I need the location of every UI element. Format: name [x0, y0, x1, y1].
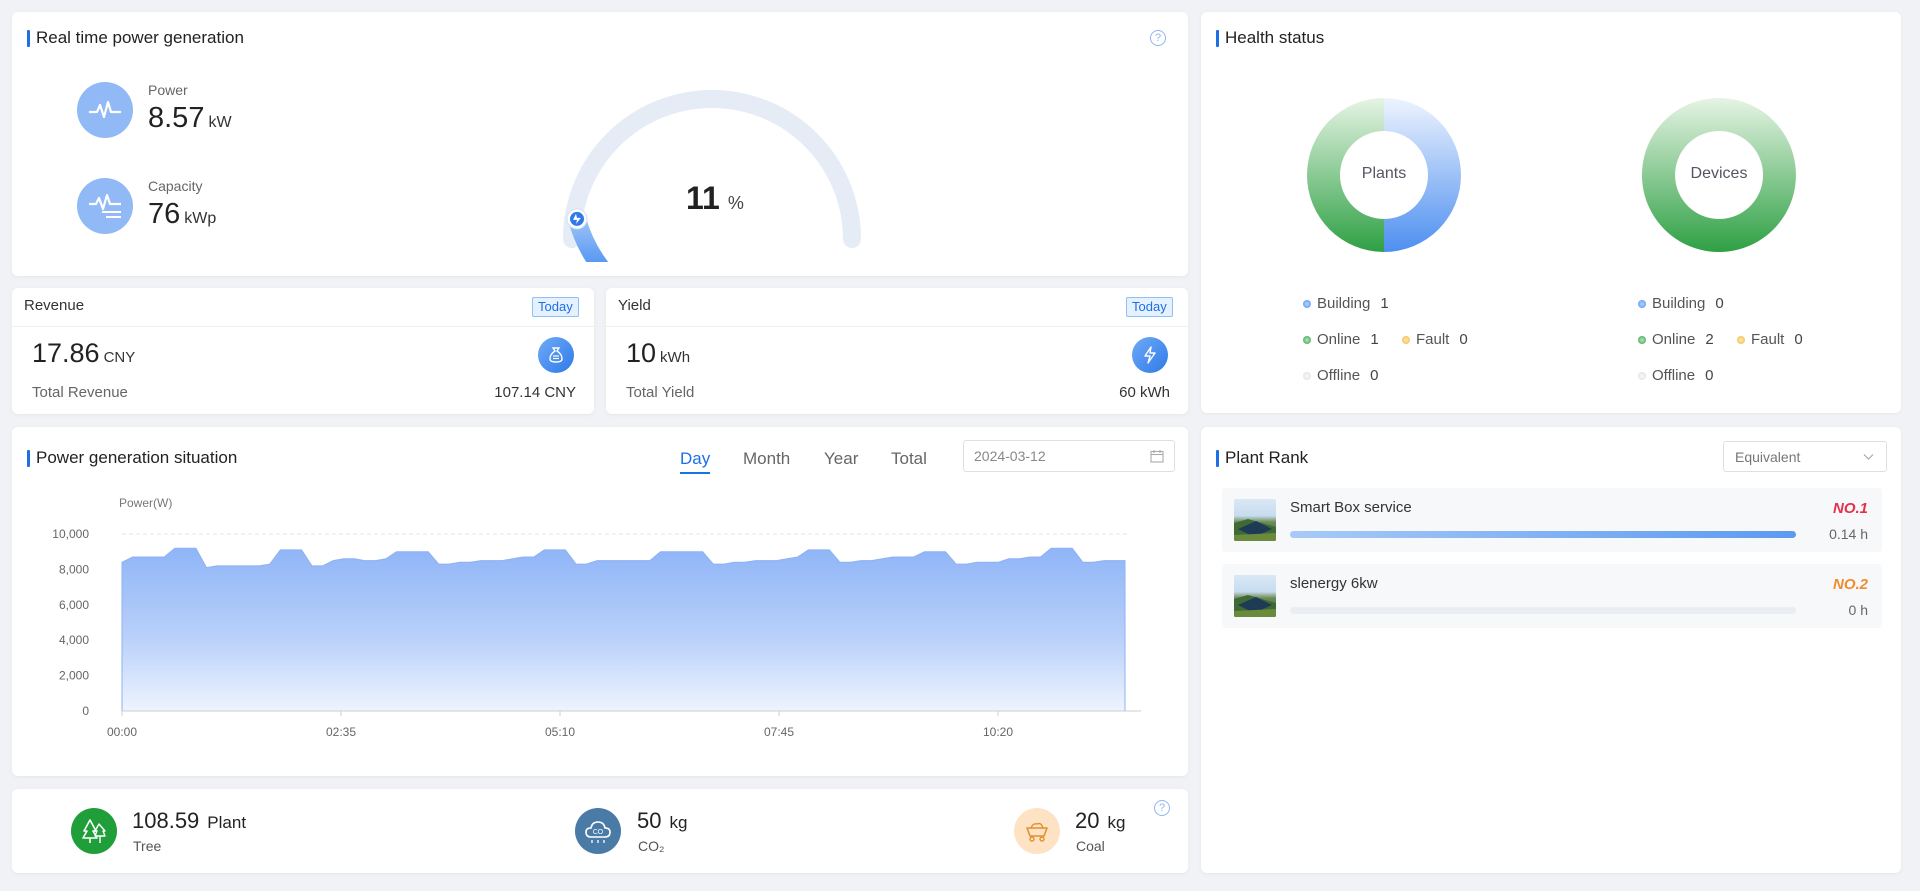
power-gauge	[563, 90, 861, 262]
revenue-title: Revenue	[24, 297, 85, 314]
devices-donut	[1641, 98, 1796, 252]
coal-cart-icon	[1014, 808, 1060, 854]
plants-legend-online: Online 1	[1303, 331, 1379, 348]
date-value: 2024-03-12	[974, 448, 1046, 464]
date-picker[interactable]: 2024-03-12	[963, 440, 1175, 472]
realtime-card: Real time power generation ? Power 8.57 k…	[12, 12, 1188, 276]
co2-cloud-icon: CO	[575, 808, 621, 854]
help-icon[interactable]: ?	[1154, 800, 1170, 816]
series-area	[121, 547, 1126, 712]
y-axis-label: Power(W)	[119, 496, 172, 510]
rank-card: Plant Rank Equivalent Smart Box service …	[1201, 427, 1901, 873]
tree-value: 108.59 Plant	[132, 808, 247, 833]
y-tick-label: 6,000	[59, 598, 89, 612]
total-yield-label: Total Yield	[626, 384, 695, 401]
yield-today-badge[interactable]: Today	[1126, 297, 1173, 317]
yield-card: Yield Today 10 kWh Total Yield 60 kWh	[606, 288, 1188, 414]
rank-item-value: 0.14 h	[1829, 526, 1868, 542]
tab-day[interactable]: Day	[680, 449, 711, 474]
devices-legend-online: Online 2	[1638, 331, 1714, 348]
plants-legend-building: Building 1	[1303, 295, 1389, 312]
rank-progress-bar	[1290, 607, 1796, 614]
x-tick-label: 00:00	[107, 725, 137, 739]
chevron-down-icon	[1863, 454, 1874, 460]
y-tick-label: 0	[82, 704, 89, 718]
rank-item[interactable]: Smart Box service NO.1 0.14 h	[1222, 488, 1882, 552]
calendar-icon	[1150, 450, 1164, 463]
x-tick-label: 10:20	[983, 725, 1013, 739]
total-revenue-value: 107.14 CNY	[494, 384, 576, 401]
coal-value: 20 kg	[1075, 808, 1126, 833]
rank-metric-select[interactable]: Equivalent	[1723, 441, 1887, 472]
gauge-value: 11%	[686, 180, 744, 216]
revenue-today-badge[interactable]: Today	[532, 297, 579, 317]
plants-donut	[1307, 98, 1461, 252]
plant-thumbnail	[1234, 499, 1276, 541]
co2-label: CO₂	[638, 838, 665, 854]
tab-month[interactable]: Month	[743, 449, 791, 468]
rank-item-rank: NO.1	[1832, 500, 1868, 517]
rank-item-rank: NO.2	[1832, 576, 1868, 593]
revenue-card: Revenue Today 17.86 CNY Total Revenue 107…	[12, 288, 594, 414]
svg-text:CO: CO	[593, 829, 604, 836]
devices-legend-offline: Offline 0	[1638, 367, 1713, 384]
devices-legend-fault: Fault 0	[1737, 331, 1803, 348]
total-revenue-label: Total Revenue	[32, 384, 128, 401]
x-tick-label: 05:10	[545, 725, 575, 739]
gauge-knob-icon	[566, 208, 588, 230]
y-tick-label: 2,000	[59, 669, 89, 683]
capacity-value: 76 kWp	[148, 198, 217, 230]
rank-select-value: Equivalent	[1735, 449, 1801, 465]
rank-title: Plant Rank	[1216, 448, 1308, 468]
rank-item-name: slenergy 6kw	[1290, 575, 1378, 592]
env-card: 108.59 Plant Tree CO 50 kg CO₂ 20 kg Coal ?	[12, 789, 1188, 873]
rank-item[interactable]: slenergy 6kw NO.2 0 h	[1222, 564, 1882, 628]
health-card: Health status Plants Devices Building 1 O…	[1201, 12, 1901, 413]
yield-title: Yield	[618, 297, 651, 314]
power-chart: Power(W) 10,000 8,000 6,000 4,000 2,000 0 00:00…	[52, 496, 1141, 739]
rank-progress-bar	[1290, 531, 1796, 538]
rank-item-name: Smart Box service	[1290, 499, 1412, 516]
y-tick-label: 10,000	[52, 527, 89, 541]
tree-icon	[71, 808, 117, 854]
y-tick-label: 8,000	[59, 562, 89, 576]
power-label: Power	[148, 82, 188, 98]
plants-donut-label: Plants	[1361, 165, 1407, 182]
y-tick-label: 4,000	[59, 633, 89, 647]
plants-legend-offline: Offline 0	[1303, 367, 1378, 384]
help-icon[interactable]: ?	[1150, 30, 1166, 46]
lightning-icon	[1132, 337, 1168, 373]
divider	[12, 326, 594, 327]
plant-thumbnail	[1234, 575, 1276, 617]
revenue-value: 17.86 CNY	[32, 338, 136, 368]
capacity-label: Capacity	[148, 178, 203, 194]
divider	[606, 326, 1188, 327]
health-title: Health status	[1216, 28, 1324, 48]
devices-donut-label: Devices	[1690, 165, 1748, 182]
x-tick-label: 02:35	[326, 725, 356, 739]
tab-total[interactable]: Total	[891, 449, 927, 468]
situation-title: Power generation situation	[27, 448, 237, 468]
situation-card: Power generation situation Day Month Yea…	[12, 427, 1188, 776]
plants-legend-fault: Fault 0	[1402, 331, 1468, 348]
yield-value: 10 kWh	[626, 338, 691, 368]
rank-progress-fill	[1290, 531, 1796, 538]
tab-year[interactable]: Year	[824, 449, 859, 468]
capacity-icon	[77, 178, 133, 234]
power-icon	[77, 82, 133, 138]
money-bag-icon	[538, 337, 574, 373]
coal-label: Coal	[1076, 838, 1105, 854]
co2-value: 50 kg	[637, 808, 688, 833]
tree-label: Tree	[133, 838, 162, 854]
total-yield-value: 60 kWh	[1119, 384, 1170, 401]
realtime-title: Real time power generation	[27, 28, 244, 48]
devices-legend-building: Building 0	[1638, 295, 1724, 312]
power-value: 8.57 kW	[148, 102, 232, 134]
x-tick-label: 07:45	[764, 725, 794, 739]
rank-item-value: 0 h	[1848, 602, 1868, 618]
